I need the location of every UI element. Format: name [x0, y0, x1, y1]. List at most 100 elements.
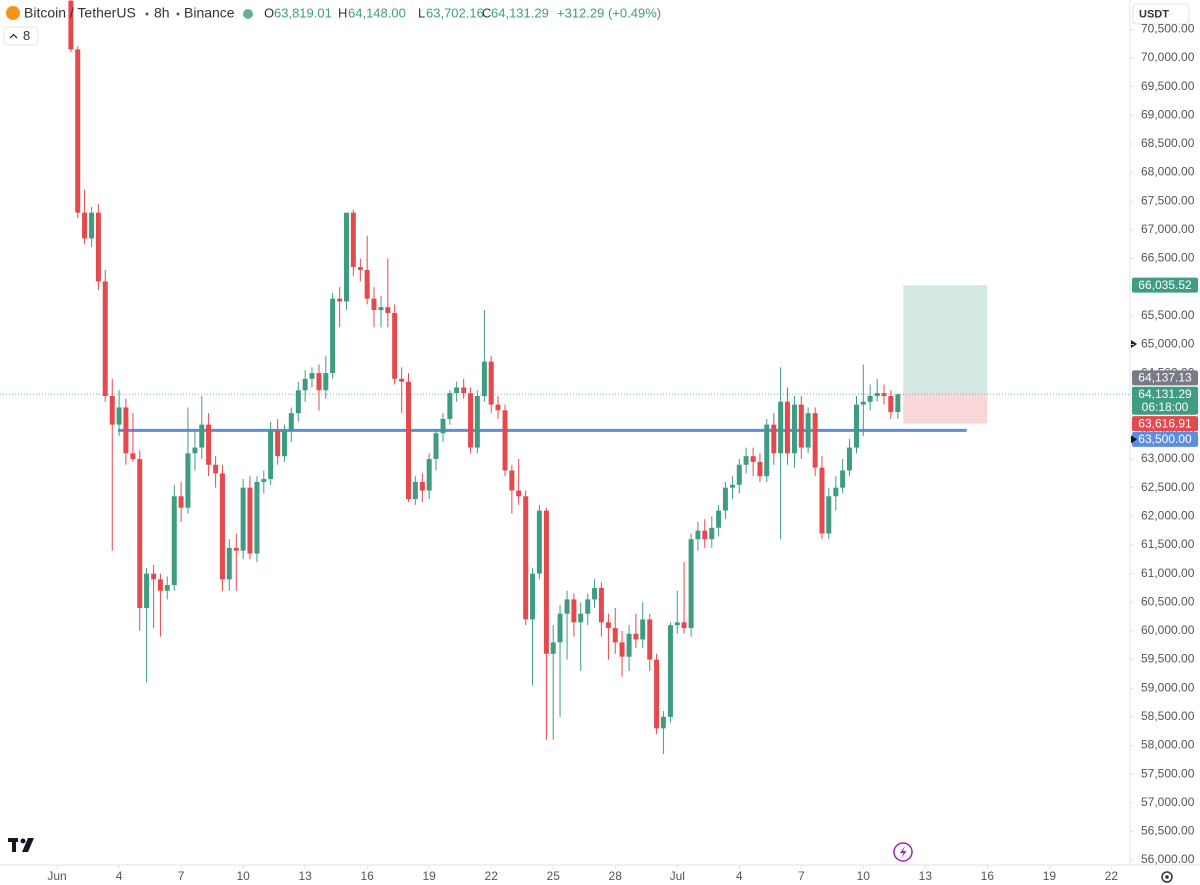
candle-body: [461, 387, 467, 394]
price-tag: [1132, 431, 1198, 447]
y-tick-label: 70,000.00: [1141, 50, 1195, 64]
candle-body: [681, 622, 687, 629]
candle-body: [716, 510, 722, 528]
candle-body: [302, 378, 308, 391]
candle-body: [571, 599, 577, 623]
currency-button[interactable]: [1132, 3, 1190, 25]
x-tick-label: 10: [236, 869, 250, 883]
price-tag-label: 64,137.13: [1138, 371, 1192, 385]
x-tick-label: 16: [981, 869, 995, 883]
x-tick-label: 4: [116, 869, 123, 883]
candle-body: [805, 413, 811, 448]
x-tick-label: 13: [298, 869, 312, 883]
x-tick-label: 19: [1043, 869, 1057, 883]
candle-body: [350, 212, 356, 268]
candle-body: [771, 424, 777, 454]
price-tag: [1132, 386, 1198, 415]
c-value: 64,131.29: [491, 5, 549, 20]
candle-body: [619, 642, 625, 657]
price-tag-label: 63,616.91: [1138, 416, 1192, 430]
h-value: 64,148.00: [348, 5, 406, 20]
y-tick-label: 69,000.00: [1141, 107, 1195, 121]
l-label: L: [418, 5, 425, 20]
candle-body: [109, 396, 115, 425]
candle-body: [330, 298, 336, 374]
o-label: O: [264, 5, 274, 20]
candle-body: [647, 619, 653, 660]
candle-body: [68, 0, 74, 50]
price-tag-label: 66,035.52: [1138, 278, 1192, 292]
price-tag-label: 64,131.29: [1138, 387, 1192, 401]
y-tick-label: 59,500.00: [1141, 652, 1195, 666]
coin-icon: [6, 6, 20, 20]
y-tick-label: 70,500.00: [1141, 22, 1195, 36]
candle-body: [343, 212, 349, 302]
candle-body: [778, 401, 784, 454]
x-tick-label: 13: [919, 869, 933, 883]
x-tick-label: 28: [609, 869, 623, 883]
candle-body: [254, 481, 260, 554]
candle-body: [729, 484, 735, 488]
candle-body: [309, 373, 315, 379]
candle-body: [640, 619, 646, 640]
lightning-icon: [900, 846, 907, 858]
candle-body: [819, 467, 825, 534]
y-tick-label: 62,000.00: [1141, 508, 1195, 522]
candle-body: [585, 599, 591, 614]
candle-body: [688, 539, 694, 629]
y-tick-label: 60,500.00: [1141, 594, 1195, 608]
candle-body: [523, 496, 529, 620]
candle-body: [888, 396, 894, 413]
candle-body: [846, 447, 852, 471]
x-tick-label: 19: [422, 869, 436, 883]
candle-body: [295, 390, 301, 414]
indicator-count: 8: [23, 28, 30, 43]
exchange[interactable]: Binance: [184, 5, 235, 21]
y-tick-label: 57,000.00: [1141, 795, 1195, 809]
y-tick-label: 56,500.00: [1141, 824, 1195, 838]
candle-body: [633, 633, 639, 640]
y-tick-label: 61,500.00: [1141, 537, 1195, 551]
candle-body: [137, 459, 143, 608]
x-tick-label: 16: [360, 869, 374, 883]
y-tick-label: 57,500.00: [1141, 766, 1195, 780]
logo: [8, 838, 34, 852]
candle-body: [605, 622, 611, 629]
market-status: [243, 9, 253, 19]
candle-body: [654, 659, 660, 729]
candle-body: [288, 413, 294, 431]
x-tick-label: 10: [857, 869, 871, 883]
price-tag: [1132, 370, 1198, 386]
x-tick-label: 4: [736, 869, 743, 883]
candle-body: [784, 401, 790, 454]
candle-body: [151, 573, 157, 580]
x-tick-label: 7: [178, 869, 185, 883]
candle-body: [454, 387, 460, 394]
candle-body: [798, 404, 804, 448]
candle-body: [371, 298, 377, 311]
candle-body: [578, 613, 584, 623]
sep: [145, 12, 149, 16]
settings[interactable]: [1161, 871, 1173, 883]
candle-body: [185, 453, 191, 508]
candle-body: [612, 628, 618, 643]
candle-body: [667, 625, 673, 717]
candle-body: [695, 530, 701, 540]
candle-body: [233, 547, 239, 551]
indicator-toggle[interactable]: [3, 26, 39, 46]
candle-body: [261, 479, 267, 482]
symbol[interactable]: Bitcoin / TetherUS: [24, 5, 136, 21]
candle-body: [840, 470, 846, 488]
interval[interactable]: 8h: [154, 5, 170, 21]
candle-body: [874, 393, 880, 397]
candle-body: [102, 281, 108, 397]
candle-body: [481, 361, 487, 397]
candle-body: [364, 269, 370, 299]
price-tag: [1132, 277, 1198, 293]
candle-body: [674, 622, 680, 626]
plot-area: [0, 0, 1130, 755]
y-tick-label: 65,500.00: [1141, 308, 1195, 322]
stop-loss-zone: [903, 393, 988, 424]
x-tick-label: Jul: [670, 869, 685, 883]
candle-body: [433, 433, 439, 460]
